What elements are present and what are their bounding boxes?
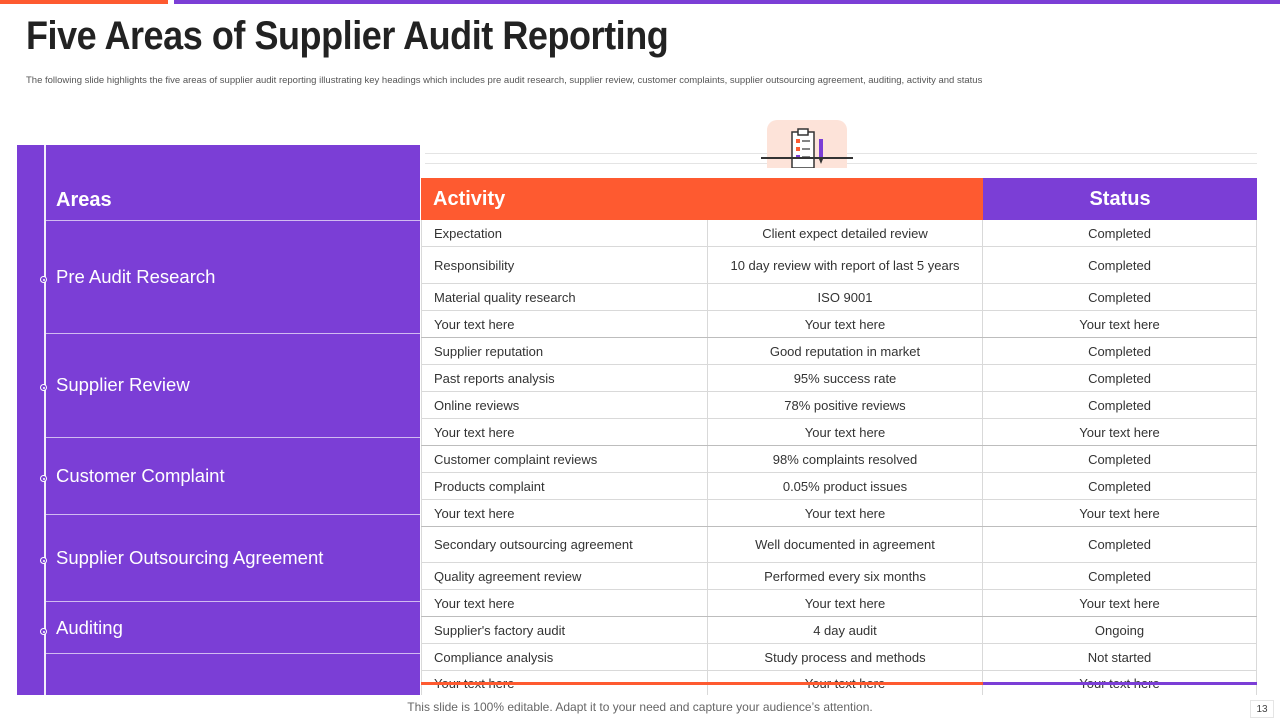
- areas-panel: Areas Pre Audit Research Supplier Review…: [17, 145, 420, 695]
- cell-activity: Your text here: [421, 590, 708, 616]
- table-row: Quality agreement review Performed every…: [421, 563, 1257, 590]
- cell-status: Completed: [983, 446, 1257, 472]
- icon-badge: [767, 120, 847, 169]
- table-row: Supplier reputation Good reputation in m…: [421, 338, 1257, 365]
- table-row: Your text here Your text here Your text …: [421, 311, 1257, 338]
- table-row: Your text here Your text here Your text …: [421, 590, 1257, 617]
- table-row: Past reports analysis 95% success rate C…: [421, 365, 1257, 392]
- divider: [46, 437, 420, 438]
- cell-detail: 78% positive reviews: [708, 392, 983, 418]
- cell-detail: Client expect detailed review: [708, 220, 983, 246]
- table-row: Online reviews 78% positive reviews Comp…: [421, 392, 1257, 419]
- table-row: Responsibility 10 day review with report…: [421, 247, 1257, 284]
- table-row: Compliance analysis Study process and me…: [421, 644, 1257, 671]
- cell-activity: Quality agreement review: [421, 563, 708, 589]
- table-row: Secondary outsourcing agreement Well doc…: [421, 527, 1257, 563]
- cell-detail: 0.05% product issues: [708, 473, 983, 499]
- cell-status: Completed: [983, 365, 1257, 391]
- bullet-icon: [40, 276, 47, 283]
- cell-status: Completed: [983, 527, 1257, 562]
- table-bottom-bar-purple: [983, 682, 1257, 685]
- cell-activity: Expectation: [421, 220, 708, 246]
- cell-detail: 4 day audit: [708, 617, 983, 643]
- clipboard-checklist-icon: [791, 128, 823, 169]
- column-header-activity: Activity: [421, 178, 983, 220]
- cell-status: Your text here: [983, 500, 1257, 526]
- divider: [46, 333, 420, 334]
- top-accent-bar-orange: [0, 0, 168, 4]
- cell-status: Not started: [983, 644, 1257, 670]
- area-item-auditing: Auditing: [56, 617, 123, 638]
- bullet-icon: [40, 475, 47, 482]
- table-row: Your text here Your text here Your text …: [421, 500, 1257, 527]
- table-row: Customer complaint reviews 98% complaint…: [421, 446, 1257, 473]
- cell-status: Completed: [983, 247, 1257, 283]
- cell-activity: Products complaint: [421, 473, 708, 499]
- divider: [46, 514, 420, 515]
- divider: [46, 653, 420, 654]
- cell-activity: Past reports analysis: [421, 365, 708, 391]
- footer-note: This slide is 100% editable. Adapt it to…: [407, 700, 873, 714]
- area-item-pre-audit-research: Pre Audit Research: [56, 266, 216, 287]
- cell-detail: Performed every six months: [708, 563, 983, 589]
- bullet-icon: [40, 384, 47, 391]
- bullet-icon: [40, 628, 47, 635]
- table-row: Your text here Your text here Your text …: [421, 419, 1257, 446]
- cell-activity: Supplier reputation: [421, 338, 708, 364]
- cell-detail: Well documented in agreement: [708, 527, 983, 562]
- cell-activity: Your text here: [421, 311, 708, 337]
- timeline-line: [44, 145, 46, 695]
- area-item-supplier-review: Supplier Review: [56, 374, 190, 395]
- bullet-icon: [40, 557, 47, 564]
- area-item-customer-complaint: Customer Complaint: [56, 465, 225, 486]
- cell-detail: 98% complaints resolved: [708, 446, 983, 472]
- cell-activity: Online reviews: [421, 392, 708, 418]
- cell-detail: 10 day review with report of last 5 year…: [708, 247, 983, 283]
- table-row: Supplier's factory audit 4 day audit Ong…: [421, 617, 1257, 644]
- cell-detail: Study process and methods: [708, 644, 983, 670]
- top-accent-bar-purple: [174, 0, 1280, 4]
- cell-status: Completed: [983, 220, 1257, 246]
- cell-activity: Compliance analysis: [421, 644, 708, 670]
- cell-detail: Your text here: [708, 311, 983, 337]
- cell-activity: Customer complaint reviews: [421, 446, 708, 472]
- table-row: Material quality research ISO 9001 Compl…: [421, 284, 1257, 311]
- cell-status: Completed: [983, 392, 1257, 418]
- table-row: Expectation Client expect detailed revie…: [421, 220, 1257, 247]
- cell-status: Your text here: [983, 419, 1257, 445]
- cell-status: Completed: [983, 473, 1257, 499]
- cell-detail: Your text here: [708, 590, 983, 616]
- cell-activity: Secondary outsourcing agreement: [421, 527, 708, 562]
- areas-header: Areas: [56, 189, 112, 211]
- cell-status: Ongoing: [983, 617, 1257, 643]
- cell-status: Completed: [983, 284, 1257, 310]
- cell-detail: Your text here: [708, 419, 983, 445]
- cell-activity: Your text here: [421, 500, 708, 526]
- cell-activity: Responsibility: [421, 247, 708, 283]
- cell-activity: Material quality research: [421, 284, 708, 310]
- area-item-supplier-outsourcing-agreement: Supplier Outsourcing Agreement: [56, 547, 324, 568]
- table-bottom-bar-orange: [421, 682, 983, 685]
- divider: [46, 220, 420, 221]
- activity-table: Expectation Client expect detailed revie…: [421, 220, 1257, 695]
- page-number: 13: [1250, 700, 1274, 718]
- divider: [46, 601, 420, 602]
- page-subtitle: The following slide highlights the five …: [26, 75, 983, 86]
- table-row: Products complaint 0.05% product issues …: [421, 473, 1257, 500]
- cell-detail: Good reputation in market: [708, 338, 983, 364]
- cell-status: Completed: [983, 563, 1257, 589]
- cell-activity: Supplier's factory audit: [421, 617, 708, 643]
- icon-underline: [761, 157, 853, 159]
- cell-status: Your text here: [983, 590, 1257, 616]
- cell-detail: 95% success rate: [708, 365, 983, 391]
- column-header-status: Status: [983, 178, 1257, 220]
- cell-detail: ISO 9001: [708, 284, 983, 310]
- cell-status: Your text here: [983, 311, 1257, 337]
- cell-detail: Your text here: [708, 500, 983, 526]
- cell-activity: Your text here: [421, 419, 708, 445]
- page-title: Five Areas of Supplier Audit Reporting: [26, 14, 669, 58]
- cell-status: Completed: [983, 338, 1257, 364]
